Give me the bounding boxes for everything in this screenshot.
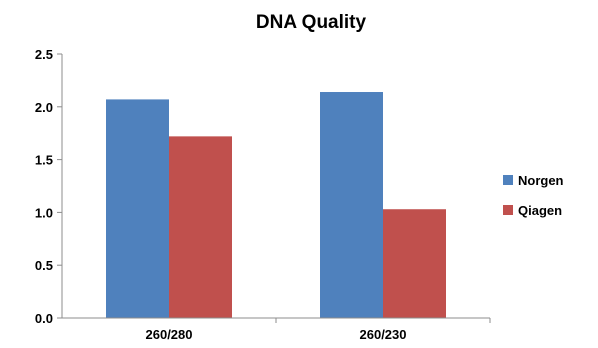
x-tick-label: 260/280: [146, 327, 193, 342]
chart-title: DNA Quality: [256, 12, 367, 33]
bar-norgen-0: [106, 99, 169, 319]
x-ticks-group: 260/280 260/230: [146, 318, 491, 342]
y-tick-label: 0.5: [35, 258, 53, 273]
bar-qiagen-1: [383, 209, 446, 318]
legend-swatch-norgen: [503, 175, 513, 185]
y-tick-label: 1.0: [35, 205, 53, 220]
legend-label-qiagen: Qiagen: [518, 203, 562, 218]
y-ticks-group: 0.0 0.5 1.0 1.5 2.0 2.5: [35, 47, 62, 326]
bars-group: [106, 92, 446, 319]
y-tick-label: 2.0: [35, 100, 53, 115]
legend: Norgen Qiagen: [503, 173, 564, 218]
bar-qiagen-0: [169, 136, 232, 318]
y-tick-label: 2.5: [35, 47, 53, 62]
legend-label-norgen: Norgen: [518, 173, 564, 188]
x-tick-label: 260/230: [360, 327, 407, 342]
bar-norgen-1: [320, 92, 383, 319]
y-tick-label: 0.0: [35, 311, 53, 326]
legend-swatch-qiagen: [503, 205, 513, 215]
y-tick-label: 1.5: [35, 153, 53, 168]
